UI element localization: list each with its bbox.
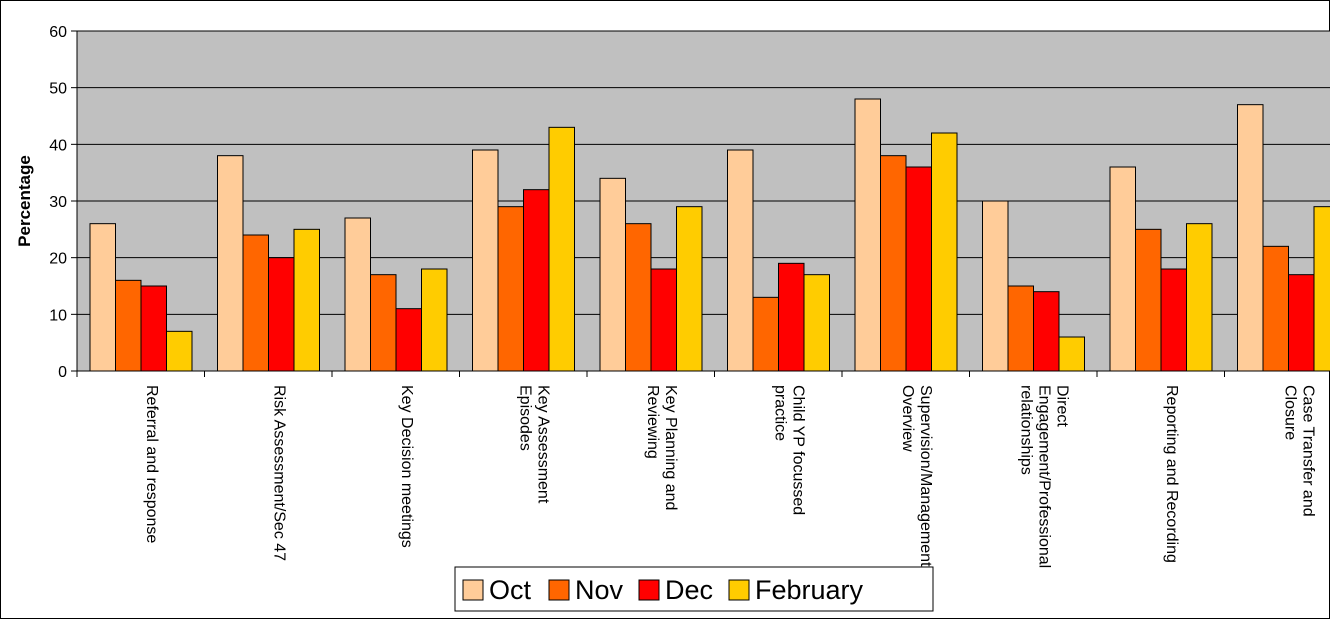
legend-swatch-oct [462, 579, 484, 601]
category-label-line: Case Transfer and [1299, 385, 1316, 517]
category-label-6: Supervision/ManagementOverview [899, 385, 934, 567]
category-label-line: Overview [899, 385, 916, 452]
bar-dec-2 [395, 308, 422, 372]
bar-february-0 [166, 330, 193, 372]
bar-february-5 [803, 274, 830, 372]
axes [71, 30, 1330, 377]
legend-swatch-february [728, 579, 750, 601]
category-label-line: Reviewing [644, 385, 661, 459]
bar-dec-0 [140, 285, 167, 372]
bar-oct-5 [727, 149, 754, 372]
category-label-9: Case Transfer andClosure [1281, 385, 1316, 517]
category-label-line: Risk Assessment/Sec 47 [270, 385, 287, 561]
category-label-line: relationships [1017, 385, 1034, 475]
category-label-line: Closure [1281, 385, 1298, 440]
bar-february-8 [1186, 223, 1213, 372]
bar-nov-6 [880, 155, 907, 372]
bar-oct-4 [599, 177, 626, 372]
bar-nov-4 [625, 223, 652, 372]
legend-label-oct: Oct [489, 575, 532, 605]
bar-dec-7 [1033, 291, 1060, 372]
bar-nov-3 [497, 206, 524, 372]
bar-nov-9 [1262, 245, 1289, 372]
bar-oct-2 [344, 217, 371, 372]
bar-nov-8 [1135, 228, 1162, 372]
bar-nov-1 [242, 234, 269, 372]
legend-label-nov: Nov [575, 575, 624, 605]
bar-february-2 [421, 268, 448, 372]
category-label-3: Key AssessmentEpisodes [516, 385, 551, 504]
category-label-line: Key Planning and [662, 385, 679, 510]
y-axis-label: Percentage [15, 155, 34, 247]
category-label-line: Key Decision meetings [398, 385, 415, 548]
legend-label-february: February [755, 575, 864, 605]
bars [89, 98, 1330, 372]
bar-dec-6 [905, 166, 932, 372]
y-tick-label: 30 [49, 194, 67, 211]
bar-february-7 [1058, 336, 1085, 372]
y-tick-label: 50 [49, 81, 67, 98]
category-label-line: Referral and response [143, 385, 160, 543]
category-label-2: Key Decision meetings [398, 385, 415, 548]
y-tick-label: 40 [49, 137, 67, 154]
x-category-labels: Referral and response Risk Assessment/Sec… [143, 385, 1317, 568]
bar-oct-9 [1237, 104, 1264, 372]
bar-oct-6 [854, 98, 881, 372]
y-tick-label: 60 [49, 24, 67, 41]
category-label-line: practice [771, 385, 788, 441]
category-label-line: Engagement/Professional [1035, 385, 1052, 568]
bar-oct-7 [982, 200, 1009, 372]
y-tick-label: 0 [58, 364, 67, 381]
y-tick-label: 20 [49, 251, 67, 268]
category-label-5: Child YP focussedpractice [771, 385, 806, 515]
y-tick-labels: 0 10 20 30 40 50 60 [49, 24, 67, 381]
bar-dec-1 [268, 257, 295, 372]
legend-swatch-nov [548, 579, 570, 601]
bar-dec-5 [778, 262, 805, 372]
legend-swatch-dec [638, 579, 660, 601]
bar-oct-8 [1109, 166, 1136, 372]
bar-oct-1 [217, 155, 244, 372]
category-label-line: Supervision/Management [917, 385, 934, 567]
category-label-line: Direct [1053, 385, 1070, 427]
bar-oct-0 [89, 223, 116, 372]
category-label-line: Episodes [516, 385, 533, 451]
bar-dec-4 [650, 268, 677, 372]
bar-february-3 [548, 126, 575, 372]
bar-nov-5 [752, 296, 779, 372]
category-label-line: Reporting and Recording [1163, 385, 1180, 563]
category-label-8: Reporting and Recording [1163, 385, 1180, 563]
category-label-line: Child YP focussed [789, 385, 806, 515]
bar-nov-2 [370, 274, 397, 372]
bar-nov-0 [115, 279, 142, 372]
category-label-line: Key Assessment [534, 385, 551, 504]
bar-february-4 [676, 206, 703, 372]
category-label-4: Key Planning andReviewing [644, 385, 679, 510]
bar-february-6 [931, 132, 958, 372]
y-tick-label: 10 [49, 307, 67, 324]
bar-february-1 [293, 228, 320, 372]
category-label-0: Referral and response [143, 385, 160, 543]
bar-dec-9 [1288, 274, 1315, 372]
bar-nov-7 [1007, 285, 1034, 372]
legend: Oct Nov Dec February [454, 566, 934, 612]
category-label-7: DirectEngagement/Professionalrelationshi… [1017, 385, 1070, 568]
category-label-1: Risk Assessment/Sec 47 [270, 385, 287, 561]
bar-dec-3 [523, 189, 550, 372]
bar-oct-3 [472, 149, 499, 372]
legend-label-dec: Dec [665, 575, 713, 605]
legend-box [454, 566, 934, 612]
bar-february-9 [1313, 206, 1330, 372]
bar-dec-8 [1160, 268, 1187, 372]
